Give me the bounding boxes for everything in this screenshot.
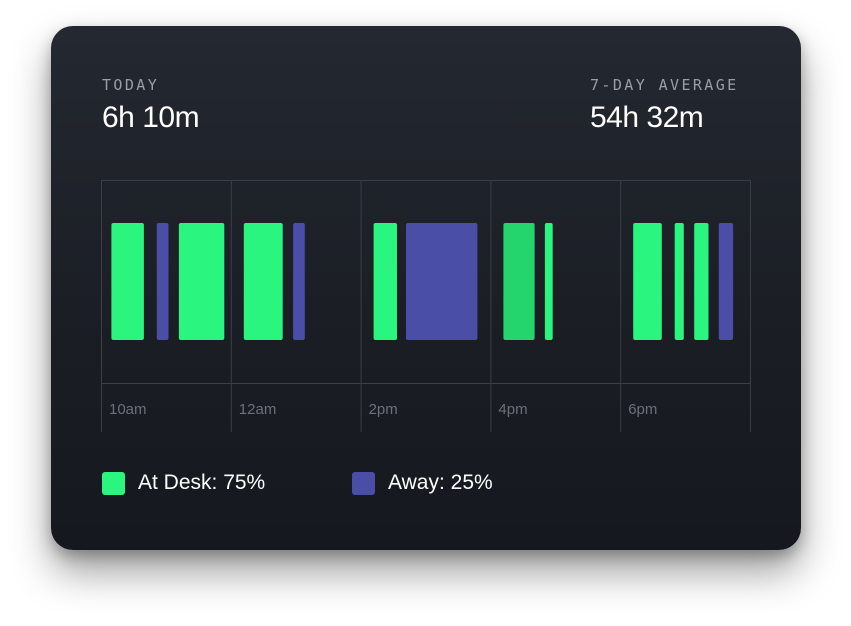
today-value: 6h 10m xyxy=(102,101,200,134)
average-value: 54h 32m xyxy=(590,101,704,134)
x-tick-label: 12am xyxy=(239,401,277,418)
activity-timeline-chart: 10am 12am 2pm 4pm 6pm xyxy=(101,180,751,432)
away-bar xyxy=(718,223,734,340)
away-legend-swatch xyxy=(352,472,375,495)
at-desk-bar xyxy=(544,223,553,340)
at-desk-bar xyxy=(674,223,684,340)
average-label: 7-DAY AVERAGE xyxy=(590,76,739,94)
at-desk-bar xyxy=(243,223,283,340)
at-desk-legend-label: At Desk: 75% xyxy=(138,471,266,494)
at-desk-bar xyxy=(694,223,709,340)
at-desk-bar xyxy=(503,223,535,340)
at-desk-bar xyxy=(373,223,397,340)
away-bar xyxy=(156,223,169,340)
x-tick-label: 10am xyxy=(109,401,147,418)
away-legend-label: Away: 25% xyxy=(388,471,493,494)
at-desk-bar xyxy=(633,223,662,340)
at-desk-bar xyxy=(111,223,144,340)
today-label: TODAY xyxy=(102,76,160,94)
away-bar xyxy=(406,223,478,340)
x-tick-label: 6pm xyxy=(628,401,657,418)
away-bar xyxy=(293,223,305,340)
at-desk-bar xyxy=(178,223,225,340)
at-desk-legend-swatch xyxy=(102,472,125,495)
x-tick-label: 2pm xyxy=(369,401,398,418)
x-tick-label: 4pm xyxy=(498,401,527,418)
